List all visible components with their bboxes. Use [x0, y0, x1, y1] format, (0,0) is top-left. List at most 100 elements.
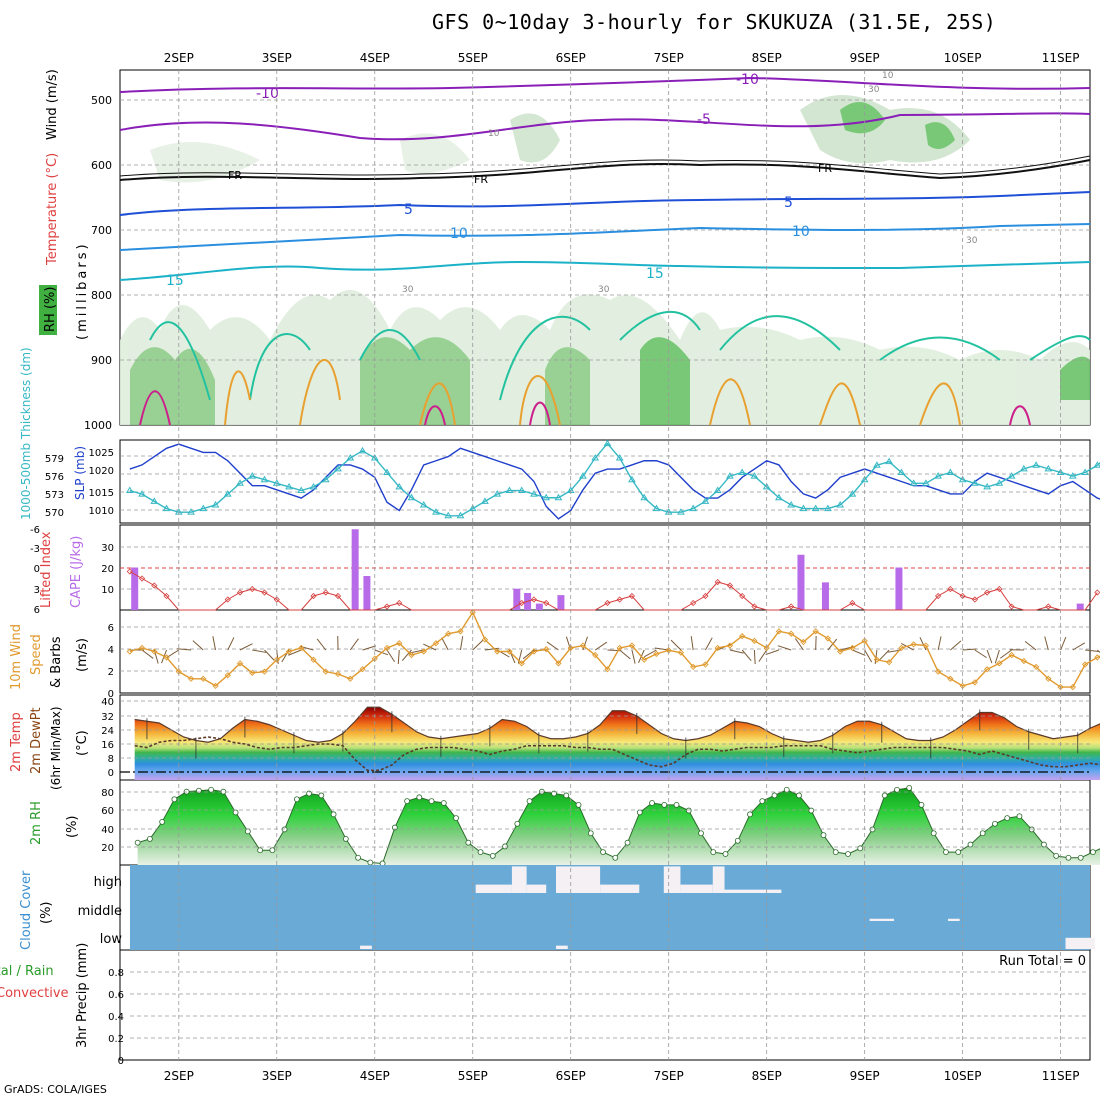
rh-point	[955, 849, 962, 856]
label-10-a: 10	[450, 226, 468, 242]
wind-speed-point	[347, 675, 354, 682]
wind-speed-point	[383, 644, 391, 652]
wind-barb	[1044, 636, 1049, 651]
wind-speed-point	[494, 648, 501, 655]
lifted-index-point	[530, 596, 538, 603]
wind-ticks: 6 4 2 0	[108, 623, 114, 700]
rh-point	[832, 849, 839, 856]
date-label-bottom: 4SEP	[360, 1069, 390, 1083]
wind-speed-point	[530, 648, 538, 655]
wind-barb	[362, 645, 377, 651]
thickness-point	[885, 457, 894, 465]
cloud-middle-bar	[947, 918, 960, 921]
rh-point	[514, 820, 521, 827]
rh-point	[1053, 852, 1060, 859]
thickness-point	[897, 468, 906, 475]
wind-barb	[141, 649, 154, 659]
wind-speed-point	[861, 637, 868, 644]
wind-speed-point	[837, 648, 844, 655]
wind-speed-point	[249, 669, 256, 676]
lifted-index-point	[690, 599, 697, 607]
wind-speed-point	[751, 637, 758, 644]
cape-bar	[131, 567, 139, 610]
thickness-point	[260, 475, 269, 483]
rh-point	[465, 839, 472, 846]
wind-barb	[1097, 649, 1100, 654]
thickness-point	[1056, 468, 1065, 475]
wind-barb	[177, 648, 192, 651]
thickness-point	[395, 482, 404, 490]
date-labels-bottom: 2SEP 3SEP 4SEP 5SEP 6SEP 7SEP 8SEP 9SEP 10SEP 11S…	[164, 1069, 1080, 1083]
rh-point	[845, 851, 851, 857]
wind-speed-point	[298, 644, 305, 652]
wind-barb	[264, 649, 275, 661]
rh-point	[1077, 854, 1084, 861]
wind-y-labels: 10m Wind Speed & Barbs (m/s)	[9, 624, 90, 690]
slp-tick-1020: 1020	[89, 466, 114, 477]
thickness-point	[652, 504, 661, 512]
wind-speed-point	[322, 668, 329, 675]
rh-point	[808, 807, 815, 814]
cape-bar	[797, 554, 805, 610]
wind-speed-point	[334, 670, 342, 678]
thickness-point	[383, 468, 391, 475]
li-tick-6: 6	[34, 605, 40, 616]
thickness-point	[738, 468, 747, 475]
wind-barb	[879, 649, 890, 661]
rh-point	[1004, 815, 1011, 822]
precip-axis-label-2: Convective	[0, 986, 69, 1001]
thickness-point	[946, 468, 955, 475]
rh-point	[355, 854, 361, 861]
rh-tick-60: 60	[101, 806, 114, 817]
date-label-top: 8SEP	[752, 51, 782, 65]
rh-point	[244, 828, 251, 835]
date-label-bottom: 2SEP	[164, 1069, 194, 1083]
rh-point	[967, 841, 974, 848]
rh-point	[416, 794, 423, 801]
rh-point	[869, 826, 876, 833]
rh-point	[685, 807, 692, 814]
rh-point	[428, 798, 435, 805]
thickness-point	[1019, 464, 1028, 472]
thickness-point	[456, 511, 465, 519]
thickness-point	[713, 486, 722, 494]
rh-point	[612, 854, 619, 861]
thickness-point	[591, 454, 600, 461]
label-30-c: 30	[868, 85, 880, 95]
thickness-tick-579: 579	[45, 454, 64, 465]
thickness-point	[909, 479, 918, 486]
cape-tick-10: 10	[101, 585, 114, 596]
rh-point	[649, 800, 655, 806]
rh-point	[747, 811, 753, 818]
lifted-index-series	[126, 568, 1100, 611]
label-minus5: -5	[697, 112, 711, 128]
thickness-point	[125, 486, 134, 494]
rh-tick-20: 20	[101, 843, 114, 854]
rh-tick-40: 40	[101, 825, 114, 836]
thickness-point	[958, 475, 967, 483]
wind-speed-point	[236, 660, 244, 667]
slp-gridlines	[120, 455, 1090, 511]
rh-point	[710, 849, 717, 856]
wind-barb	[472, 639, 484, 651]
wind-speed-point	[947, 675, 954, 682]
wind-barbs	[129, 635, 1100, 665]
contour-10	[119, 223, 1091, 251]
label-fr-b: FR	[474, 173, 488, 186]
rh-point	[783, 786, 790, 793]
ytick-900: 900	[91, 354, 112, 367]
cape-bar	[1076, 603, 1084, 610]
wind-speed-point	[420, 648, 427, 655]
slp-axis-label: SLP (mb)	[73, 446, 87, 500]
contour-minus5	[119, 112, 1091, 141]
thickness-point	[138, 490, 146, 497]
thickness-point	[211, 500, 220, 508]
temp-tick-0: 0	[108, 768, 114, 779]
wind-speed-point	[1081, 661, 1089, 668]
wind-barb	[459, 636, 464, 651]
wind-barb	[349, 638, 359, 651]
precip-gridlines	[130, 971, 1090, 1039]
precip-axis-label-1: Total / Rain	[0, 964, 54, 979]
wind-speed-point	[273, 656, 280, 663]
thickness-point	[162, 504, 171, 512]
